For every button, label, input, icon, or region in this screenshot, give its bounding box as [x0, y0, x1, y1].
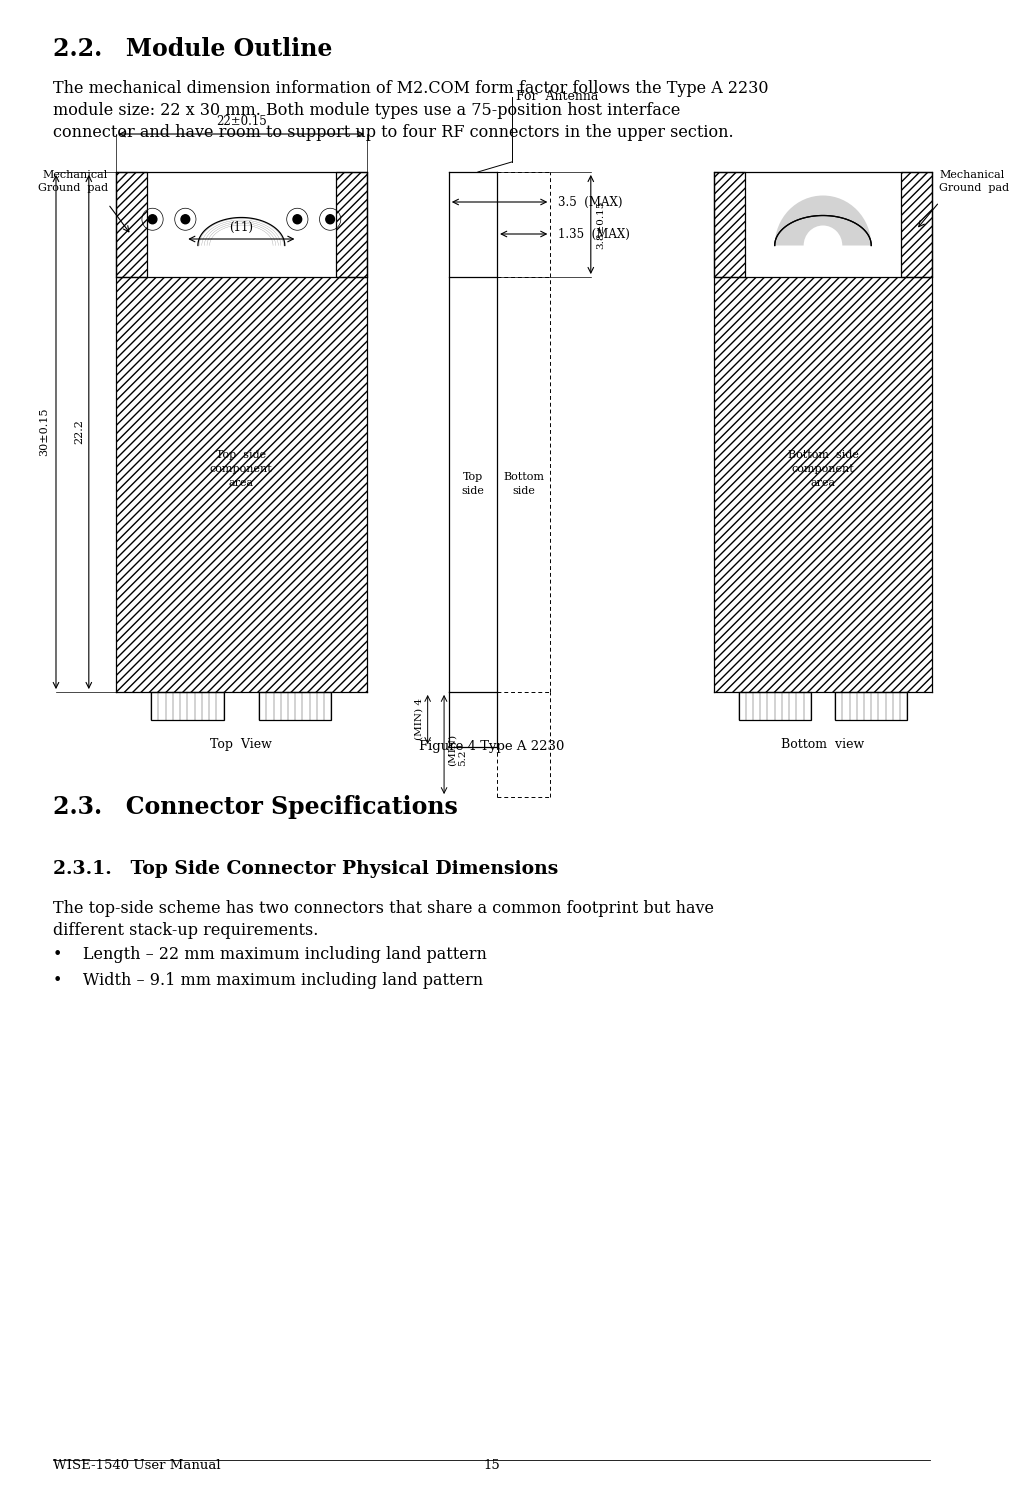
Text: 22±0.15: 22±0.15	[216, 116, 267, 128]
Text: Mechanical
Ground  pad: Mechanical Ground pad	[940, 170, 1010, 194]
Text: •    Width – 9.1 mm maximum including land pattern: • Width – 9.1 mm maximum including land …	[53, 972, 484, 988]
Bar	[336, 173, 366, 276]
Text: Bottom  view: Bottom view	[782, 737, 864, 751]
Text: 2.2. Module Outline: 2.2. Module Outline	[53, 38, 333, 62]
Text: WISE-1540 User Manual: WISE-1540 User Manual	[53, 1458, 221, 1472]
Text: Bottom
side: Bottom side	[503, 473, 545, 497]
Text: 2.3. Connector Specifications: 2.3. Connector Specifications	[53, 795, 458, 819]
Text: (MIN)
5.2: (MIN) 5.2	[448, 733, 467, 766]
Text: 15: 15	[483, 1458, 500, 1472]
Text: connector and have room to support up to four RF connectors in the upper section: connector and have room to support up to…	[53, 125, 734, 141]
Text: (11): (11)	[229, 221, 253, 234]
Text: different stack-up requirements.: different stack-up requirements.	[53, 922, 319, 939]
Text: The mechanical dimension information of M2.COM form factor follows the Type A 22: The mechanical dimension information of …	[53, 80, 769, 98]
Bar	[715, 173, 745, 276]
Text: 22.2: 22.2	[74, 419, 84, 445]
Bar	[835, 692, 907, 719]
Text: The top-side scheme has two connectors that share a common footprint but have: The top-side scheme has two connectors t…	[53, 900, 714, 918]
Bar	[116, 276, 366, 692]
Text: 30±0.15: 30±0.15	[40, 407, 49, 457]
Bar	[738, 692, 811, 719]
Bar	[152, 692, 224, 719]
Circle shape	[149, 215, 157, 224]
Text: Top
side: Top side	[461, 473, 485, 497]
Text: •    Length – 22 mm maximum including land pattern: • Length – 22 mm maximum including land …	[53, 946, 487, 963]
Text: Top  side
component
area: Top side component area	[210, 451, 273, 488]
Text: 3.5  (MAX): 3.5 (MAX)	[558, 195, 622, 209]
Text: Bottom  side
component
area: Bottom side component area	[788, 451, 858, 488]
Text: 2.3.1.  Top Side Connector Physical Dimensions: 2.3.1. Top Side Connector Physical Dimen…	[53, 861, 558, 879]
Wedge shape	[775, 195, 871, 245]
Text: 1.35  (MAX): 1.35 (MAX)	[558, 227, 630, 240]
Bar	[715, 276, 931, 692]
Text: Figure 4 Type A 2230: Figure 4 Type A 2230	[418, 740, 564, 753]
Circle shape	[181, 215, 189, 224]
Text: Top  View: Top View	[211, 737, 272, 751]
Circle shape	[326, 215, 335, 224]
Text: For  Antenna: For Antenna	[516, 90, 599, 104]
Bar	[116, 173, 147, 276]
Circle shape	[293, 215, 301, 224]
Bar	[901, 173, 931, 276]
Text: 3.8±0.15: 3.8±0.15	[597, 200, 606, 249]
Bar	[259, 692, 332, 719]
Text: module size: 22 x 30 mm. Both module types use a 75-position host interface: module size: 22 x 30 mm. Both module typ…	[53, 102, 680, 119]
Text: (MIN) 4: (MIN) 4	[414, 698, 423, 740]
Text: Mechanical
Ground  pad: Mechanical Ground pad	[38, 170, 108, 194]
